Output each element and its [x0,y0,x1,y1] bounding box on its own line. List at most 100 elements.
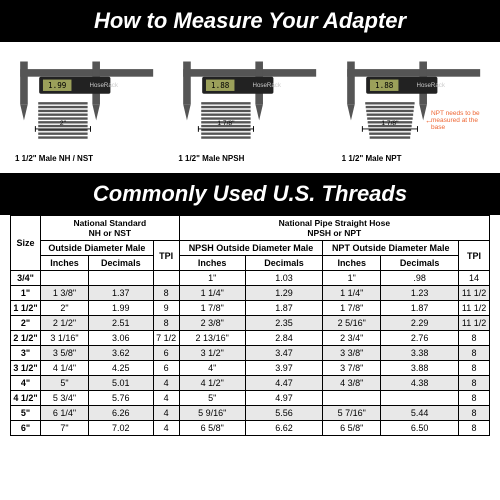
col-npt-odm: NPT Outside Diameter Male [323,241,459,256]
table-row: 2 1/2"3 1/16"3.067 1/22 13/16"2.842 3/4"… [11,331,490,346]
table-row: 5"6 1/4"6.2645 9/16"5.565 7/16"5.448 [11,406,490,421]
col-nh-dec: Decimals [88,256,153,271]
cell: 5.01 [88,376,153,391]
cell: 1.03 [245,271,323,286]
table-row: 2"2 1/2"2.5182 3/8"2.352 5/16"2.2911 1/2 [11,316,490,331]
caliper-label: 1 1/2" Male NPT [332,154,495,163]
cell: 5 9/16" [179,406,245,421]
cell: 8 [153,286,179,301]
threads-table: Size National StandardNH or NST National… [10,215,490,436]
cell: 3 1/2" [179,346,245,361]
cell: 11 1/2 [459,286,490,301]
caliper-row: 1.99 HoseRack 2" 1 1/2" Male NH / NST 1.… [0,42,500,169]
cell: 6" [11,421,41,436]
caliper-label: 1 1/2" Male NPSH [168,154,331,163]
cell: 3 1/2" [11,361,41,376]
cell: 1.37 [88,286,153,301]
svg-text:HoseRack: HoseRack [416,82,445,89]
cell: 4.97 [245,391,323,406]
cell: 2.84 [245,331,323,346]
cell: 4 1/4" [41,361,89,376]
cell: 6 [153,346,179,361]
cell: 2 5/16" [323,316,381,331]
svg-text:HoseRack: HoseRack [90,82,119,89]
cell: 2 13/16" [179,331,245,346]
cell: 1 1/2" [11,301,41,316]
cell: 8 [459,376,490,391]
col-npsh-in: Inches [179,256,245,271]
cell: 1 7/8" [323,301,381,316]
col-odm-nh: Outside Diameter Male [41,241,154,256]
cell: 11 1/2 [459,316,490,331]
cell [153,271,179,286]
table-row: 1"1 3/8"1.3781 1/4"1.291 1/4"1.2311 1/2 [11,286,490,301]
cell: 1.23 [381,286,459,301]
cell: 4 [153,421,179,436]
cell: 7" [41,421,89,436]
cell: 5 7/16" [323,406,381,421]
table-row: 3 1/2"4 1/4"4.2564"3.973 7/8"3.888 [11,361,490,376]
cell: 1 1/4" [179,286,245,301]
cell: 3.97 [245,361,323,376]
svg-text:1.99: 1.99 [48,81,67,90]
cell: 6.26 [88,406,153,421]
cell: 8 [459,421,490,436]
cell: 2.51 [88,316,153,331]
col-size: Size [11,216,41,271]
cell: 11 1/2 [459,301,490,316]
col-tpi-nh: TPI [153,241,179,271]
cell: 1" [11,286,41,301]
cell [381,391,459,406]
cell: 1.87 [381,301,459,316]
cell: 5" [11,406,41,421]
cell: 6 1/4" [41,406,89,421]
cell: 2 1/2" [41,316,89,331]
cell: 4 [153,391,179,406]
table-row: 4"5"5.0144 1/2"4.474 3/8"4.388 [11,376,490,391]
cell: 5.44 [381,406,459,421]
cell: 3 3/8" [323,346,381,361]
cell: 4 1/2" [11,391,41,406]
table-row: 1 1/2"2"1.9991 7/8"1.871 7/8"1.8711 1/2 [11,301,490,316]
title-banner-1: How to Measure Your Adapter [0,0,500,42]
cell: 2.76 [381,331,459,346]
cell: 5" [41,376,89,391]
cell: 2 3/8" [179,316,245,331]
cell: 1 7/8" [179,301,245,316]
cell: 8 [153,316,179,331]
cell: 8 [459,331,490,346]
cell: 1.87 [245,301,323,316]
table-row: 6"7"7.0246 5/8"6.626 5/8"6.508 [11,421,490,436]
cell: 8 [459,346,490,361]
col-national-standard: National StandardNH or NST [41,216,180,241]
cell: 4" [179,361,245,376]
cell: 2.35 [245,316,323,331]
cell: 1.29 [245,286,323,301]
table-body: 3/4"1"1.031".98141"1 3/8"1.3781 1/4"1.29… [11,271,490,436]
cell: 8 [459,391,490,406]
caliper-label: 1 1/2" Male NH / NST [5,154,168,163]
table-row: 3/4"1"1.031".9814 [11,271,490,286]
cell: 9 [153,301,179,316]
cell: 3" [11,346,41,361]
cell: 4.25 [88,361,153,376]
npt-note: NPT needs to be measured at the base [431,110,491,131]
svg-text:1 7/8": 1 7/8" [218,120,236,127]
cell: 7.02 [88,421,153,436]
cell: 1.99 [88,301,153,316]
cell: 7 1/2 [153,331,179,346]
cell: 3.38 [381,346,459,361]
cell: 6.50 [381,421,459,436]
cell: 2 1/2" [11,331,41,346]
cell [88,271,153,286]
cell: 5 3/4" [41,391,89,406]
cell: 5" [179,391,245,406]
cell: 8 [459,406,490,421]
cell: 4 1/2" [179,376,245,391]
cell: 1 3/8" [41,286,89,301]
caliper-1: 1.88 HoseRack 1 7/8" 1 1/2" Male NPSH [168,52,331,163]
cell: .98 [381,271,459,286]
svg-text:1.88: 1.88 [211,81,230,90]
cell: 3 7/8" [323,361,381,376]
cell: 3.47 [245,346,323,361]
